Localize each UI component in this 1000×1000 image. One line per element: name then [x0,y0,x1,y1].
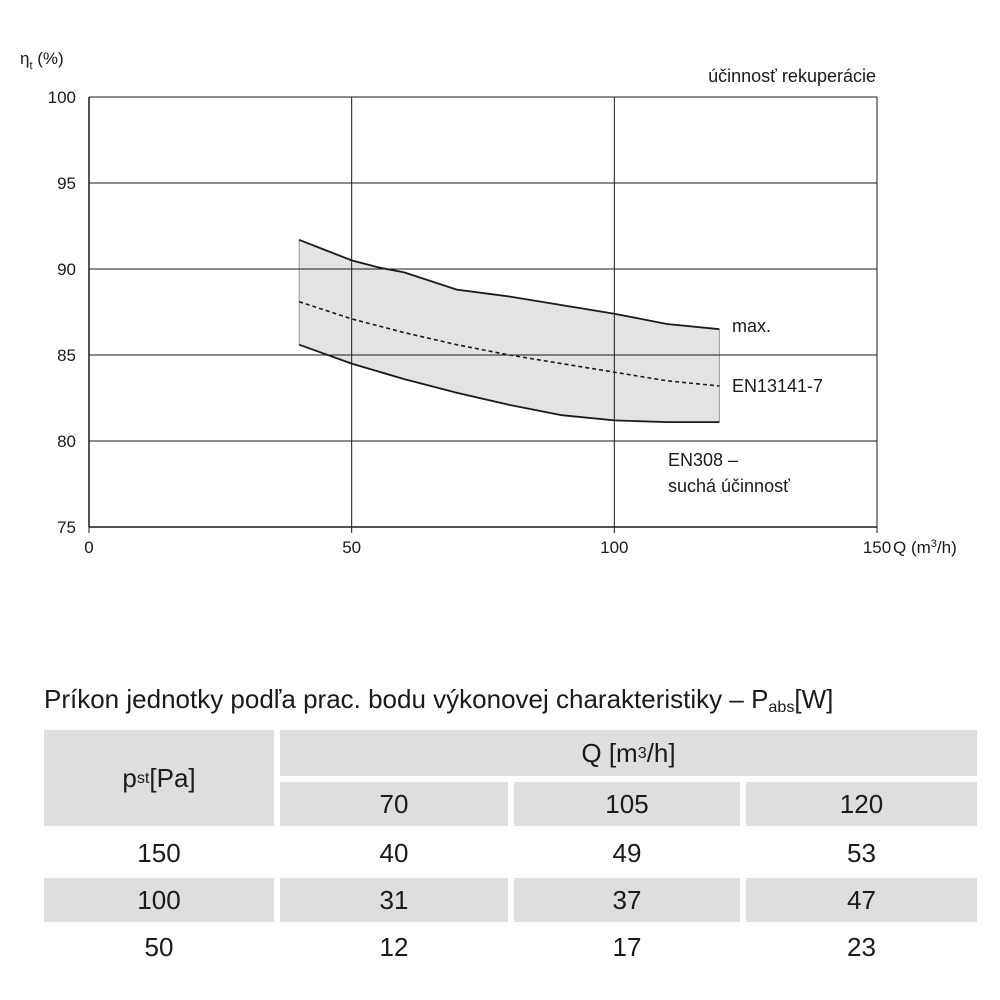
pst-value: 50 [144,931,174,962]
table-cell: 31 [280,878,508,922]
table-cell: 12 [379,931,409,962]
table-cell: 23 [847,931,876,962]
x-axis-label: Q (m3/h) [893,538,957,557]
table-cell: 47 [746,878,977,922]
en308-label-line1: EN308 – [668,450,738,470]
chart-title: účinnosť rekuperácie [708,66,876,86]
pst-value: 150 [137,837,181,868]
max-line-label: max. [732,316,771,336]
y-axis-label: ηt (%) [20,49,64,72]
y-tick-label: 100 [48,88,76,107]
plot-area: 75 80 85 90 95 100 0 50 100 150 [48,88,892,557]
table-cell: 53 [847,837,876,868]
table-cell: 37 [514,878,740,922]
en13141-line [298,300,720,387]
pst-value: 100 [44,878,274,922]
y-tick-label: 80 [57,432,76,451]
max-line [298,238,720,331]
table-cell: 49 [612,837,642,868]
column-header: 105 [514,782,740,826]
column-header: 120 [746,782,977,826]
column-header: 70 [280,782,508,826]
en308-label-line2: suchá účinnosť [668,476,790,496]
table-caption: Príkon jednotky podľa prac. bodu výkonov… [44,684,834,717]
y-tick-label: 95 [57,174,76,193]
x-tick-label: 0 [84,538,93,557]
pst-header: p st [Pa] [44,730,274,826]
en13141-line-label: EN13141-7 [732,376,823,396]
q-header: Q [m 3/h] [280,730,977,776]
table-cell: 17 [612,931,642,962]
efficiency-chart: 75 80 85 90 95 100 0 50 100 150 ηt (%) účinnosť r… [20,49,957,557]
y-tick-label: 85 [57,346,76,365]
y-tick-label: 75 [57,518,76,537]
table-cell: 40 [379,837,409,868]
x-tick-label: 100 [600,538,628,557]
x-tick-label: 150 [863,538,891,557]
y-tick-label: 90 [57,260,76,279]
x-tick-label: 50 [342,538,361,557]
en308-line [298,343,720,423]
efficiency-band [299,239,720,423]
